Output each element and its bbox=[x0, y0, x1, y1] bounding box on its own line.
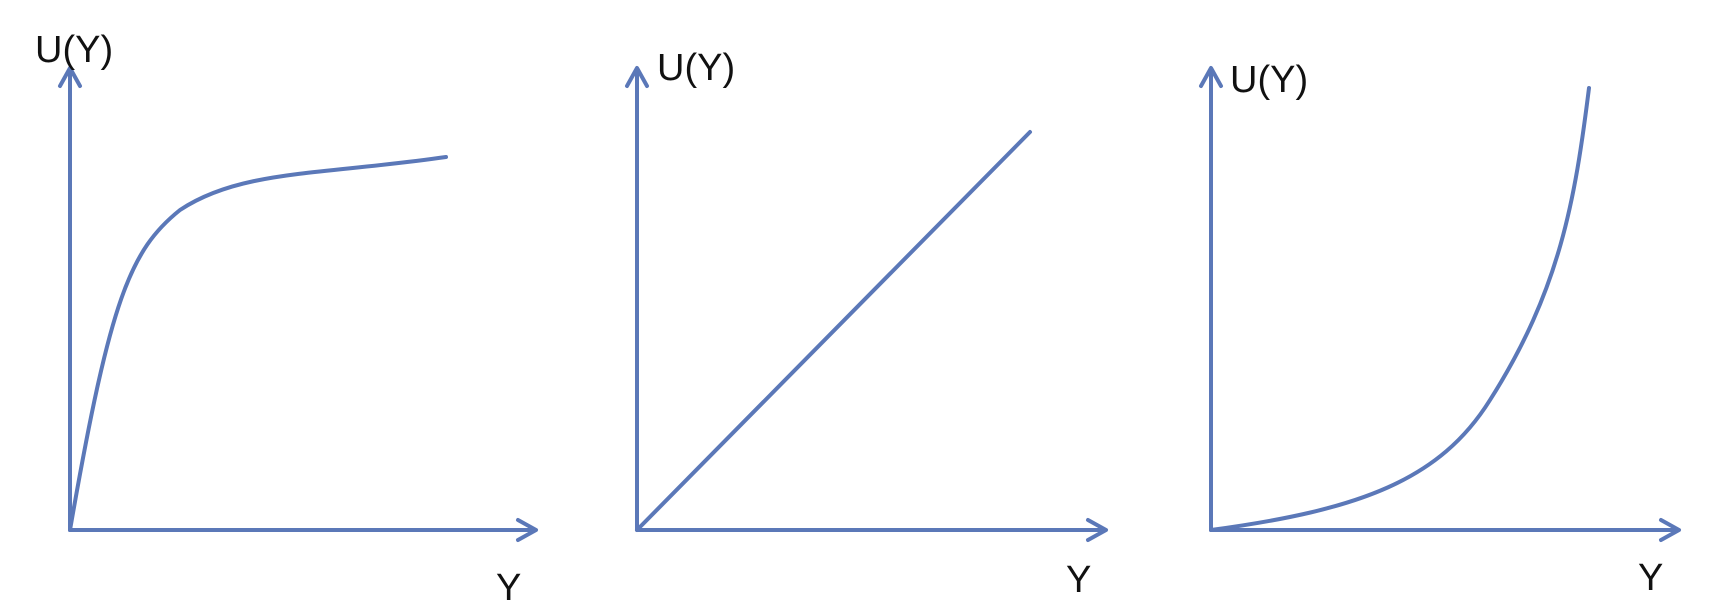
y-axis-arrow-icon bbox=[58, 66, 82, 88]
panel-convex: U(Y) Y bbox=[1199, 59, 1681, 599]
x-axis-arrow-icon bbox=[1659, 518, 1681, 542]
concave-utility-curve bbox=[68, 155, 448, 532]
panel-linear: U(Y) Y bbox=[625, 47, 1108, 601]
y-axis-arrow-icon bbox=[1199, 66, 1223, 88]
y-axis-arrow-icon bbox=[625, 66, 649, 88]
x-axis-label: Y bbox=[1638, 557, 1663, 599]
y-axis-label: U(Y) bbox=[657, 47, 735, 89]
x-axis-label: Y bbox=[496, 567, 521, 609]
x-axis-arrow-icon bbox=[1086, 518, 1108, 542]
x-axis-label: Y bbox=[1066, 559, 1091, 601]
panel-concave: U(Y) Y bbox=[35, 29, 538, 609]
linear-utility-line bbox=[635, 130, 1032, 532]
x-axis-arrow-icon bbox=[516, 518, 538, 542]
y-axis-label: U(Y) bbox=[1230, 59, 1308, 101]
y-axis-label: U(Y) bbox=[35, 29, 113, 71]
convex-utility-curve bbox=[1209, 86, 1591, 532]
